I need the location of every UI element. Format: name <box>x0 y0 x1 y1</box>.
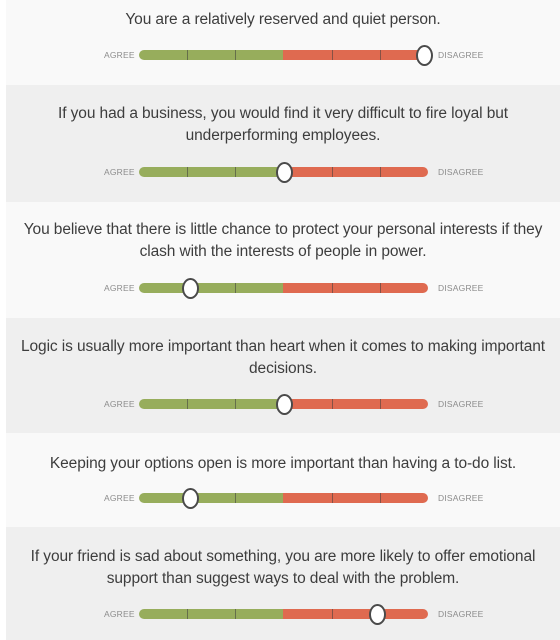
scale-tick <box>187 50 188 60</box>
scale-tick <box>380 493 381 503</box>
scale-tick <box>235 399 236 409</box>
disagree-label: DISAGREE <box>438 50 484 60</box>
disagree-label: DISAGREE <box>438 399 484 409</box>
scale-tick <box>380 167 381 177</box>
scale-tick <box>332 283 333 293</box>
question-card: Keeping your options open is more import… <box>6 433 560 527</box>
question-text: Keeping your options open is more import… <box>49 455 517 472</box>
disagree-label: DISAGREE <box>438 167 484 177</box>
scale-tick <box>235 50 236 60</box>
question-text: If your friend is sad about something, y… <box>30 548 536 587</box>
scale-knob[interactable] <box>181 278 199 299</box>
agree-label: AGREE <box>104 493 135 503</box>
disagree-label: DISAGREE <box>438 609 484 619</box>
scale-track[interactable] <box>139 167 428 177</box>
question-card: If your friend is sad about something, y… <box>6 527 560 640</box>
answer-scale[interactable]: AGREE DISAGREE <box>6 604 560 625</box>
question-card: If you had a business, you would find it… <box>6 85 560 202</box>
disagree-segment <box>283 167 428 177</box>
agree-segment <box>139 493 283 503</box>
disagree-label: DISAGREE <box>438 283 484 293</box>
disagree-label: DISAGREE <box>438 493 484 503</box>
scale-tick <box>332 167 333 177</box>
scale-tick <box>235 493 236 503</box>
scale-tick <box>380 399 381 409</box>
agree-label: AGREE <box>104 609 135 619</box>
scale-tick <box>235 167 236 177</box>
question-text: Logic is usually more important than hea… <box>21 338 545 377</box>
scale-tick <box>187 609 188 619</box>
agree-segment <box>139 399 283 409</box>
scale-knob[interactable] <box>369 604 387 625</box>
question-card: You are a relatively reserved and quiet … <box>6 0 560 85</box>
scale-track[interactable] <box>139 50 428 60</box>
agree-label: AGREE <box>104 167 135 177</box>
scale-tick <box>380 50 381 60</box>
agree-segment <box>139 283 283 293</box>
agree-segment <box>139 167 283 177</box>
scale-tick <box>332 399 333 409</box>
disagree-segment <box>283 399 428 409</box>
scale-knob[interactable] <box>416 45 433 66</box>
scale-tick <box>332 609 333 619</box>
agree-label: AGREE <box>104 50 135 60</box>
scale-tick <box>235 609 236 619</box>
scale-tick <box>187 399 188 409</box>
disagree-segment <box>283 493 428 503</box>
question-text: You are a relatively reserved and quiet … <box>125 11 441 28</box>
agree-label: AGREE <box>104 283 135 293</box>
answer-scale[interactable]: AGREE DISAGREE <box>6 162 560 183</box>
agree-segment <box>139 50 283 60</box>
scale-tick <box>380 283 381 293</box>
answer-scale[interactable]: AGREE DISAGREE <box>6 488 560 509</box>
answer-scale[interactable]: AGREE DISAGREE <box>6 278 560 299</box>
answer-scale[interactable]: AGREE DISAGREE <box>6 394 560 415</box>
scale-tick <box>332 493 333 503</box>
question-card: Logic is usually more important than hea… <box>6 318 560 433</box>
question-text: If you had a business, you would find it… <box>58 105 508 144</box>
scale-knob[interactable] <box>275 394 293 415</box>
scale-tick <box>187 167 188 177</box>
scale-tick <box>235 283 236 293</box>
scale-track[interactable] <box>139 399 428 409</box>
scale-tick <box>332 50 333 60</box>
scale-knob[interactable] <box>275 162 293 183</box>
disagree-segment <box>283 283 428 293</box>
disagree-segment <box>283 50 428 60</box>
agree-segment <box>139 609 283 619</box>
disagree-segment <box>283 609 428 619</box>
agree-label: AGREE <box>104 399 135 409</box>
question-card: You believe that there is little chance … <box>6 202 560 318</box>
answer-scale[interactable]: AGREE DISAGREE <box>6 45 560 66</box>
scale-knob[interactable] <box>181 488 199 509</box>
question-text: You believe that there is little chance … <box>23 221 543 260</box>
